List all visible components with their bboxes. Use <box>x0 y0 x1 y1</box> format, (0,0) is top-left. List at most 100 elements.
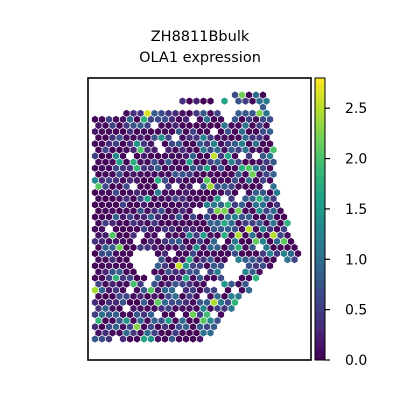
expression-spot <box>133 286 141 294</box>
expression-spot <box>112 225 120 233</box>
expression-spot <box>168 164 176 172</box>
expression-spot <box>182 262 190 270</box>
expression-spot <box>231 201 239 209</box>
expression-spot <box>133 189 141 197</box>
expression-spot <box>116 268 123 276</box>
expression-spot <box>158 292 165 300</box>
expression-spot <box>147 140 155 148</box>
expression-spot <box>91 323 99 331</box>
expression-spot <box>175 140 183 148</box>
expression-spot <box>151 219 158 227</box>
expression-spot <box>126 140 134 148</box>
expression-spot <box>109 256 116 264</box>
expression-spot <box>102 268 109 276</box>
expression-spot <box>175 237 183 245</box>
expression-spot <box>210 213 218 221</box>
expression-spot <box>221 219 228 227</box>
expression-spot <box>95 256 102 264</box>
expression-spot <box>210 262 218 270</box>
expression-spot <box>130 195 137 203</box>
expression-spot <box>193 317 200 325</box>
expression-spot <box>102 219 109 227</box>
expression-spot <box>238 237 246 245</box>
expression-spot <box>95 146 102 154</box>
expression-spot <box>172 207 179 215</box>
expression-spot <box>228 134 235 142</box>
expression-spot <box>119 298 127 306</box>
expression-spot <box>91 311 99 319</box>
expression-spot <box>172 268 179 276</box>
expression-spot <box>116 317 123 325</box>
expression-spot <box>102 158 109 166</box>
expression-spot <box>175 298 183 306</box>
expression-spot <box>137 195 144 203</box>
expression-spot <box>123 231 130 239</box>
expression-spot <box>214 219 221 227</box>
expression-spot <box>186 170 193 178</box>
expression-spot <box>200 329 207 337</box>
expression-spot <box>252 250 260 258</box>
expression-spot <box>119 201 127 209</box>
expression-spot <box>277 207 284 215</box>
expression-spot <box>245 140 253 148</box>
expression-spot <box>217 176 225 184</box>
expression-spot <box>144 182 151 191</box>
expression-spot <box>203 164 211 172</box>
expression-spot <box>98 274 106 282</box>
expression-spot <box>133 298 141 306</box>
expression-spot <box>245 237 253 245</box>
expression-spot <box>161 201 169 209</box>
expression-spot <box>147 286 155 294</box>
expression-spot <box>182 152 190 160</box>
expression-spot <box>294 250 302 258</box>
expression-spot <box>259 225 267 233</box>
expression-spot <box>200 146 207 154</box>
expression-spot <box>280 213 288 221</box>
expression-spot <box>221 170 228 178</box>
expression-spot <box>231 164 239 172</box>
expression-spot <box>210 140 218 148</box>
expression-spot <box>238 201 246 209</box>
expression-spot <box>158 329 165 337</box>
expression-spot <box>263 256 270 264</box>
expression-spot <box>252 262 260 270</box>
expression-spot <box>102 146 109 154</box>
expression-spot <box>172 280 179 288</box>
expression-spot <box>179 121 186 130</box>
expression-spot <box>165 134 172 142</box>
expression-spot <box>133 140 141 148</box>
expression-spot <box>242 219 249 227</box>
expression-spot <box>200 109 207 117</box>
expression-spot <box>123 146 130 154</box>
expression-spot <box>235 109 242 117</box>
expression-spot <box>182 335 190 343</box>
expression-spot <box>112 115 120 123</box>
expression-spot <box>126 262 134 270</box>
expression-spot <box>200 97 207 105</box>
expression-spot <box>154 189 162 197</box>
expression-spot <box>126 250 134 258</box>
expression-spot <box>277 231 284 239</box>
expression-spot <box>189 323 197 331</box>
expression-spot <box>189 250 197 258</box>
expression-spot <box>165 170 172 178</box>
expression-spot <box>95 280 102 288</box>
expression-spot <box>168 213 176 221</box>
expression-spot <box>105 213 113 221</box>
expression-spot <box>175 335 183 343</box>
expression-spot <box>179 292 186 300</box>
expression-spot <box>207 182 214 191</box>
expression-spot <box>161 335 169 343</box>
expression-spot <box>112 213 120 221</box>
expression-spot <box>217 164 225 172</box>
expression-spot <box>280 237 288 245</box>
expression-spot <box>249 97 256 105</box>
expression-spot <box>130 280 137 288</box>
expression-spot <box>263 207 270 215</box>
expression-spot <box>242 121 249 130</box>
expression-spot <box>242 280 249 288</box>
expression-spot <box>210 115 218 123</box>
expression-spot <box>123 280 130 288</box>
expression-spot <box>196 152 204 160</box>
expression-spot <box>154 213 162 221</box>
